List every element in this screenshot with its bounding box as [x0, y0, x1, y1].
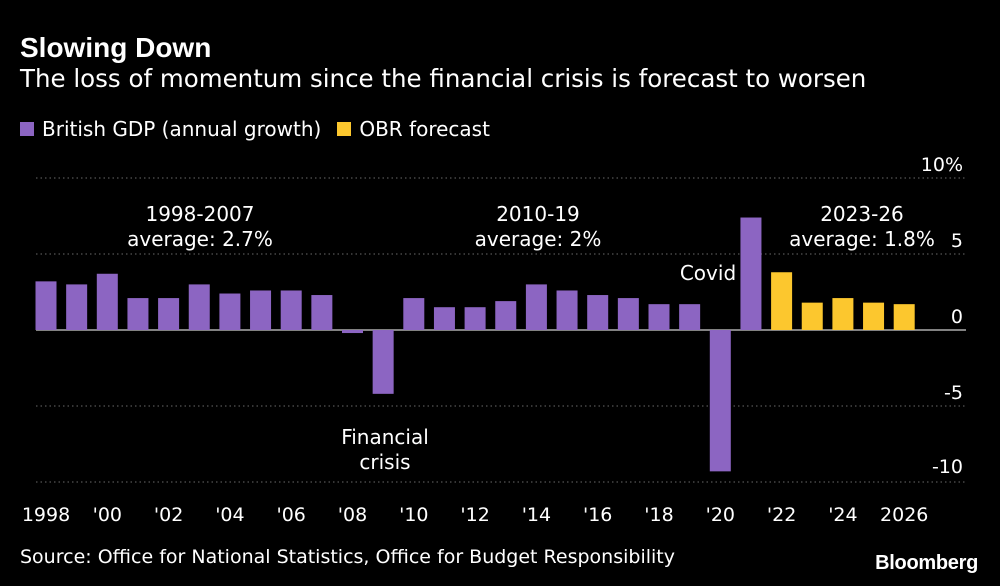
gdp-bar-2017 [617, 298, 639, 330]
forecast-bar-2026 [893, 304, 915, 330]
gdp-bar-2019 [679, 304, 701, 330]
gdp-bar-2012 [464, 307, 486, 330]
gdp-bar-1999 [66, 284, 88, 330]
gdp-bar-2010 [403, 298, 425, 330]
gdp-bar-2016 [587, 295, 609, 330]
gdp-bar-2020 [709, 330, 731, 472]
annotations: 1998-2007 average: 2.7% 2010-19 average: 2%… [127, 202, 935, 474]
gdp-bar-2003 [188, 284, 210, 330]
annotation-1998-2007: 1998-2007 average: 2.7% [127, 202, 273, 251]
x-tick-label: '06 [276, 504, 305, 526]
x-tick-label: '20 [706, 504, 735, 526]
gdp-bar-2000 [96, 273, 118, 330]
annotation-covid: Covid [680, 261, 736, 285]
legend-label-gdp: British GDP (annual growth) [42, 117, 322, 141]
x-axis-ticks: 1998 '00 '02 '04 '06 '08 '10 '12 '14 '16 '18 '20 '22… [22, 504, 929, 526]
y-tick-label: 10% [921, 154, 963, 176]
x-tick-label: '08 [338, 504, 367, 526]
x-tick-label: 1998 [22, 504, 70, 526]
legend-item-gdp: British GDP (annual growth) [20, 117, 321, 141]
legend-swatch-gdp [20, 122, 34, 136]
legend-label-forecast: OBR forecast [359, 117, 490, 141]
x-tick-label: '02 [154, 504, 183, 526]
chart-subtitle: The loss of momentum since the financial… [20, 64, 867, 93]
x-tick-label: '14 [522, 504, 551, 526]
gdp-bar-2011 [433, 307, 455, 330]
gdp-bar-2021 [740, 217, 762, 330]
forecast-bar-2025 [863, 302, 885, 330]
source-note: Source: Office for National Statistics, … [20, 546, 675, 568]
gdp-bar-2015 [556, 290, 578, 330]
x-tick-label: '16 [583, 504, 612, 526]
gdp-bar-2008 [342, 330, 363, 334]
gdp-bar-2002 [158, 298, 180, 330]
x-tick-label: '18 [644, 504, 673, 526]
gdp-bar-2001 [127, 298, 149, 330]
gdp-bar-2013 [495, 301, 517, 330]
x-tick-label: '24 [828, 504, 857, 526]
gdp-bar-2006 [280, 290, 302, 330]
gdp-bar-2018 [648, 304, 670, 330]
forecast-bar-2023 [801, 302, 823, 330]
x-tick-label: '12 [460, 504, 489, 526]
bars [35, 217, 915, 472]
x-tick-label: '22 [767, 504, 796, 526]
annotation-financial-crisis: Financial crisis [341, 425, 429, 474]
chart-title: Slowing Down [20, 32, 212, 63]
x-tick-label: '00 [93, 504, 122, 526]
y-tick-label: -5 [944, 382, 963, 404]
x-tick-label: '10 [399, 504, 428, 526]
gdp-bar-2009 [372, 330, 394, 394]
y-tick-label: -10 [932, 456, 963, 478]
gdp-bar-2005 [250, 290, 272, 330]
y-tick-label: 0 [951, 306, 963, 328]
legend-swatch-forecast [337, 122, 352, 136]
gdp-bar-2007 [311, 295, 333, 330]
legend: British GDP (annual growth) OBR forecast [20, 117, 506, 141]
gdp-bar-2014 [525, 284, 547, 330]
y-tick-label: 5 [951, 230, 963, 252]
x-tick-label: 2026 [880, 504, 928, 526]
legend-item-forecast: OBR forecast [337, 117, 490, 141]
annotation-2010-19: 2010-19 average: 2% [475, 202, 602, 251]
y-axis-ticks: 10% 5 0 -5 -10 [921, 154, 963, 478]
bloomberg-logo: Bloomberg [875, 552, 978, 574]
x-tick-label: '04 [215, 504, 244, 526]
annotation-2023-26: 2023-26 average: 1.8% [789, 202, 935, 251]
gdp-bar-2004 [219, 293, 241, 330]
gdp-bar-1998 [35, 281, 57, 330]
forecast-bar-2024 [832, 298, 854, 330]
forecast-bar-2022 [771, 272, 793, 330]
